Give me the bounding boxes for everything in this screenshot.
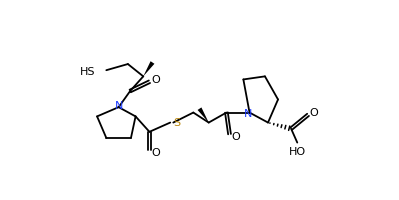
- Text: N: N: [115, 101, 124, 111]
- Text: O: O: [231, 132, 240, 142]
- Text: O: O: [310, 108, 318, 118]
- Text: HO: HO: [289, 147, 306, 157]
- Text: S: S: [173, 118, 180, 128]
- Polygon shape: [143, 61, 154, 76]
- Text: O: O: [151, 148, 160, 158]
- Text: HS: HS: [80, 67, 95, 77]
- Polygon shape: [198, 107, 209, 123]
- Text: N: N: [244, 109, 252, 119]
- Text: O: O: [151, 75, 160, 85]
